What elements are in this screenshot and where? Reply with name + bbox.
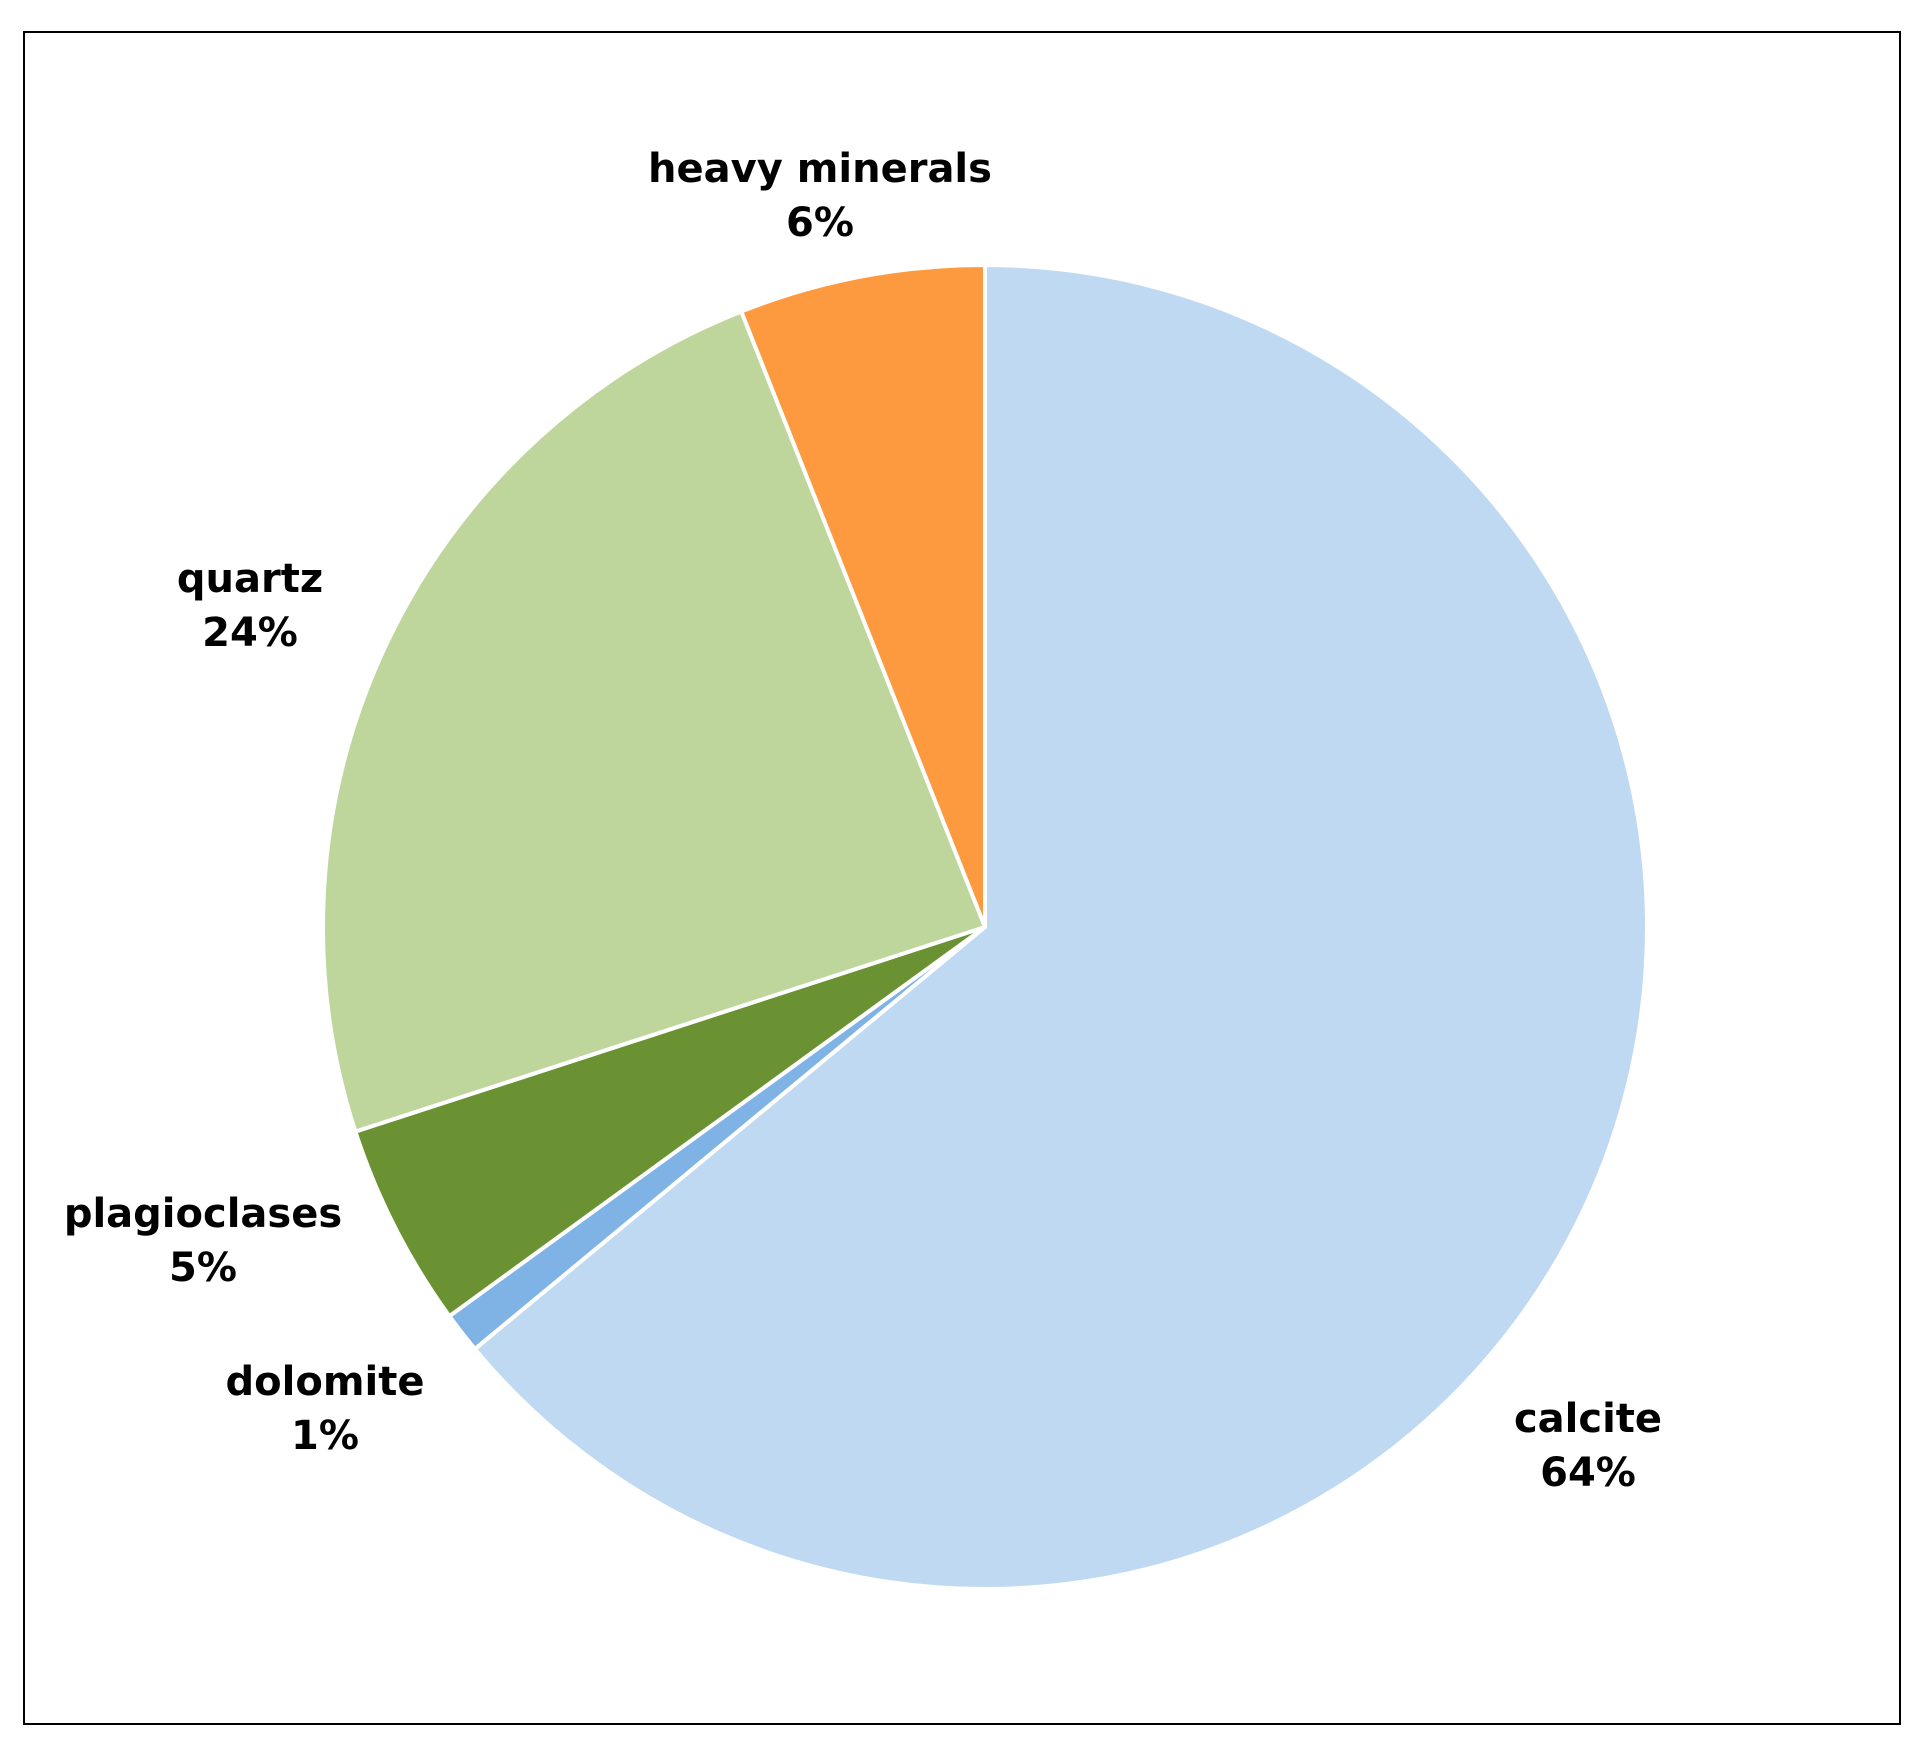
slice-value-label: 64% (1540, 1450, 1636, 1496)
pie-slice-plagioclases (353, 925, 987, 1319)
slice-value-label: 1% (291, 1413, 359, 1459)
pie-slices (321, 263, 1649, 1591)
slice-value-label: 6% (786, 200, 854, 246)
label-heavy-minerals: heavy minerals 6% (648, 146, 992, 246)
label-dolomite: dolomite 1% (226, 1359, 425, 1459)
slice-name-label: calcite (1514, 1396, 1662, 1442)
slice-name-label: heavy minerals (648, 146, 992, 192)
slice-value-label: 24% (202, 610, 298, 656)
label-plagioclases: plagioclases 5% (64, 1191, 342, 1291)
slice-name-label: dolomite (226, 1359, 425, 1405)
pie-slice-calcite (472, 263, 1649, 1591)
slice-name-label: quartz (177, 556, 323, 602)
label-quartz: quartz 24% (177, 556, 323, 656)
pie-slice-quartz (321, 309, 987, 1134)
pie-slice-heavy-minerals (739, 263, 987, 929)
label-calcite: calcite 64% (1514, 1396, 1662, 1496)
slice-name-label: plagioclases (64, 1191, 342, 1237)
slice-value-label: 5% (169, 1245, 237, 1291)
